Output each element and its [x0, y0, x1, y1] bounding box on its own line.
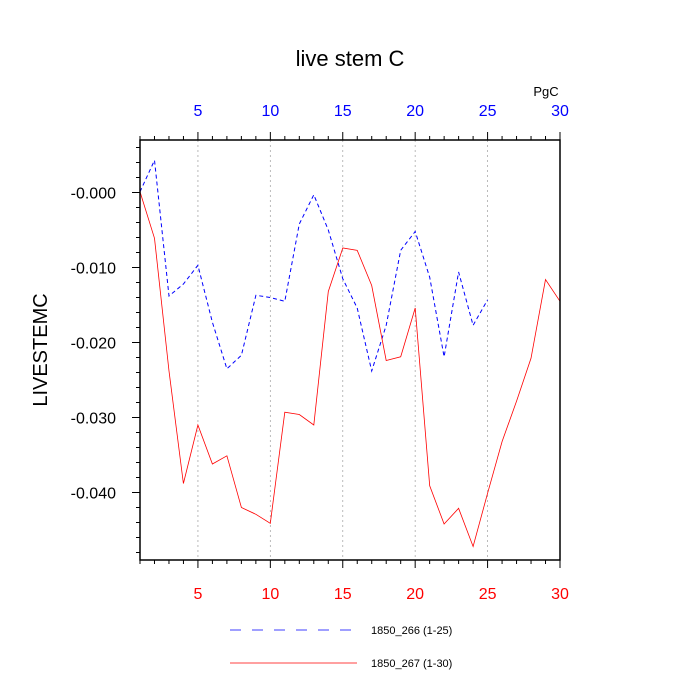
plot-frame: [139, 139, 561, 561]
axis-ticks: [132, 132, 561, 568]
y-tick-label: -0.030: [71, 411, 116, 428]
y-tick-label: -0.010: [71, 261, 116, 278]
x-tick-label-top: 15: [334, 103, 352, 120]
x-tick-label-bottom: 5: [193, 586, 202, 603]
units-label: PgC: [533, 84, 558, 99]
legend-label: 1850_266 (1-25): [371, 625, 452, 637]
x-tick-label-bottom: 25: [479, 586, 497, 603]
chart-title: live stem C: [296, 46, 405, 71]
y-tick-label: -0.000: [71, 186, 116, 203]
x-tick-label-bottom: 15: [334, 586, 352, 603]
y-tick-label: -0.040: [71, 486, 116, 503]
series-line-1850_267: [139, 191, 561, 548]
axis-tick-labels: 5 5 10 10 15 15 20 20 25 25 30 30 -0.000 -0.010 -0.020…: [71, 103, 569, 603]
x-tick-label-top: 30: [551, 103, 569, 120]
legend: 1850_266 (1-25) 1850_267 (1-30): [230, 625, 452, 670]
x-tick-label-bottom: 30: [551, 586, 569, 603]
series-layer: [139, 158, 561, 548]
x-tick-label-bottom: 20: [406, 586, 424, 603]
x-tick-label-top: 5: [193, 103, 202, 120]
x-tick-label-top: 10: [261, 103, 279, 120]
y-axis-label: LIVESTEMC: [30, 293, 52, 406]
legend-label: 1850_267 (1-30): [371, 658, 452, 670]
grid-lines: [197, 140, 561, 560]
y-tick-label: -0.020: [71, 336, 116, 353]
x-tick-label-bottom: 10: [261, 586, 279, 603]
x-tick-label-top: 20: [406, 103, 424, 120]
x-tick-label-top: 25: [479, 103, 497, 120]
series-line-1850_266: [139, 158, 489, 373]
